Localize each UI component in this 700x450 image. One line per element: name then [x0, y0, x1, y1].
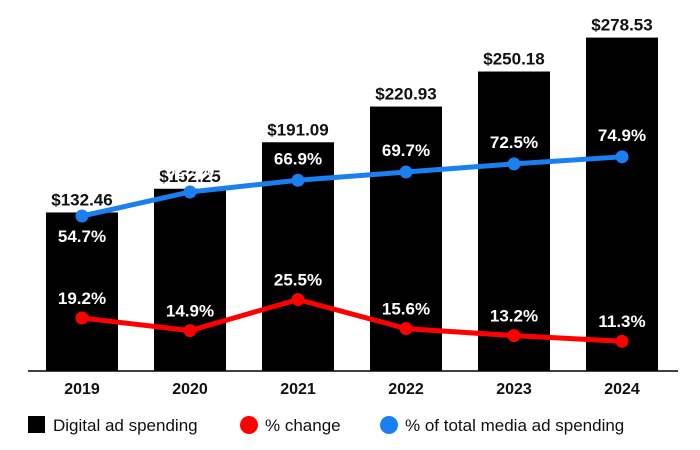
change-label-2020: 14.9%: [166, 302, 214, 321]
legend-label-share: % of total media ad spending: [405, 416, 624, 435]
bar-2019: [46, 212, 118, 371]
share-label-2020: 62.9%: [166, 161, 214, 180]
share-label-2021: 66.9%: [274, 149, 322, 168]
change-line: [79, 296, 625, 344]
x-tick-label-2020: 2020: [172, 381, 208, 398]
share-label-2019: 54.7%: [58, 227, 106, 246]
legend-swatch-change: [240, 416, 258, 434]
share-point-2021: [291, 173, 305, 187]
change-label-2021: 25.5%: [274, 270, 322, 289]
point-labels-layer: $132.46 $152.25 $191.09 $220.93 $250.18 $278.…: [51, 16, 652, 332]
bar-value-label-2024: $278.53: [591, 16, 652, 35]
x-tick-label-2019: 2019: [64, 381, 100, 398]
share-point-2019: [75, 209, 89, 223]
share-label-2024: 74.9%: [598, 126, 646, 145]
change-point-2019: [75, 311, 89, 325]
x-axis-ticks: 2019 2020 2021 2022 2023 2024: [64, 381, 640, 398]
bar-2020: [154, 188, 226, 371]
bar-value-label-2022: $220.93: [375, 85, 436, 104]
x-tick-label-2021: 2021: [280, 381, 316, 398]
change-point-2021: [291, 292, 305, 306]
legend-label-bar: Digital ad spending: [53, 416, 198, 435]
x-tick-label-2022: 2022: [388, 381, 424, 398]
x-tick-label-2023: 2023: [496, 381, 532, 398]
share-point-2023: [507, 157, 521, 171]
bar-value-label-2019: $132.46: [51, 190, 112, 209]
share-line: [79, 154, 625, 219]
bar-value-label-2021: $191.09: [267, 120, 328, 139]
legend-label-change: % change: [265, 416, 341, 435]
x-tick-label-2024: 2024: [604, 381, 640, 398]
change-label-2019: 19.2%: [58, 289, 106, 308]
share-point-2024: [615, 150, 629, 164]
change-point-2024: [615, 334, 629, 348]
share-point-2022: [399, 165, 413, 179]
change-label-2023: 13.2%: [490, 307, 538, 326]
bar-2024: [586, 37, 658, 372]
share-point-2020: [183, 185, 197, 199]
change-point-2020: [183, 324, 197, 338]
share-label-2023: 72.5%: [490, 133, 538, 152]
bar-value-label-2020: $152.25: [159, 167, 220, 186]
bar-2023: [478, 71, 550, 371]
change-point-2022: [399, 322, 413, 336]
bar-value-label-2023: $250.18: [483, 50, 544, 69]
change-label-2024: 11.3%: [598, 312, 645, 331]
bars-layer: [46, 37, 658, 372]
legend-swatch-share: [380, 416, 398, 434]
change-point-2023: [507, 329, 521, 343]
legend-swatch-bar: [28, 416, 45, 433]
share-label-2022: 69.7%: [382, 141, 430, 160]
lines-layer: [75, 150, 629, 348]
change-label-2022: 15.6%: [382, 300, 430, 319]
legend: Digital ad spending % change % of total me…: [28, 416, 624, 435]
